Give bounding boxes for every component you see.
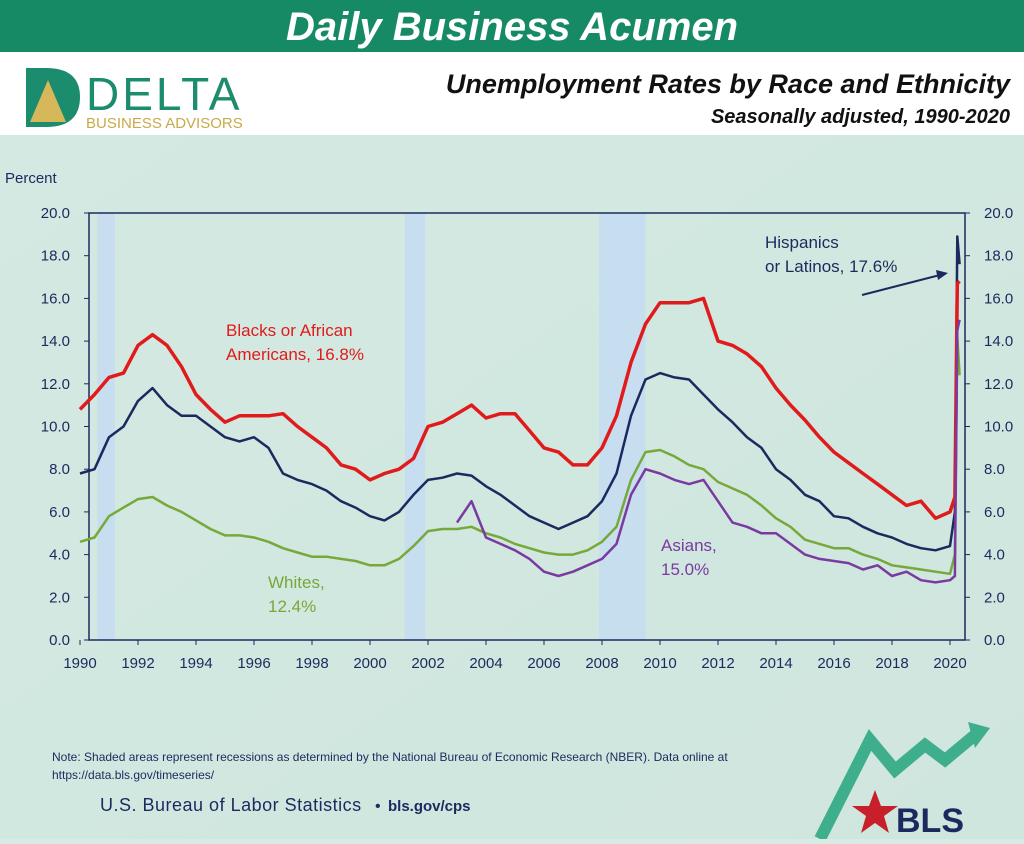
series-label: 12.4% xyxy=(268,597,316,616)
series-line-whites xyxy=(79,335,961,576)
y-tick-label-right: 16.0 xyxy=(984,290,1013,307)
y-tick-label: 2.0 xyxy=(49,589,70,606)
series-label: Asians, xyxy=(661,536,717,555)
y-tick-label: 10.0 xyxy=(41,419,70,436)
background xyxy=(0,135,1024,839)
x-tick-label: 2002 xyxy=(411,655,444,672)
y-tick-label: 18.0 xyxy=(41,248,70,265)
delta-logo: DELTA BUSINESS ADVISORS xyxy=(26,68,243,132)
y-axis-label: Percent xyxy=(5,170,58,187)
y-tick-label-right: 4.0 xyxy=(984,547,1005,564)
series-line-hispanics xyxy=(79,235,961,552)
source-url[interactable]: bls.gov/cps xyxy=(388,798,471,815)
x-tick-label: 1990 xyxy=(63,655,96,672)
x-tick-label: 2018 xyxy=(875,655,908,672)
series-label: Whites, xyxy=(268,573,325,592)
source-separator: • xyxy=(375,798,381,815)
note-line-1: Note: Shaded areas represent recessions … xyxy=(52,750,728,764)
x-tick-label: 2016 xyxy=(817,655,850,672)
chart-title: Unemployment Rates by Race and Ethnicity xyxy=(446,69,1012,99)
x-tick-label: 1998 xyxy=(295,655,328,672)
logo-tagline: BUSINESS ADVISORS xyxy=(86,115,243,132)
y-tick-label-right: 12.0 xyxy=(984,376,1013,393)
y-tick-label: 14.0 xyxy=(41,333,70,350)
y-tick-label-right: 0.0 xyxy=(984,632,1005,649)
y-tick-label: 4.0 xyxy=(49,547,70,564)
y-tick-label: 16.0 xyxy=(41,290,70,307)
chart-subtitle: Seasonally adjusted, 1990-2020 xyxy=(711,106,1010,128)
bls-logo-text: BLS xyxy=(896,802,964,839)
y-tick-label-right: 8.0 xyxy=(984,461,1005,478)
star-icon xyxy=(852,790,898,833)
x-tick-label: 1992 xyxy=(121,655,154,672)
y-tick-label: 0.0 xyxy=(49,632,70,649)
series-line-asians xyxy=(455,319,961,584)
recession-band xyxy=(599,213,646,640)
x-tick-label: 2010 xyxy=(643,655,676,672)
y-tick-label-right: 2.0 xyxy=(984,589,1005,606)
series-label: or Latinos, 17.6% xyxy=(765,257,897,276)
x-tick-label: 2020 xyxy=(933,655,966,672)
y-tick-label: 20.0 xyxy=(41,205,70,222)
y-tick-label-right: 6.0 xyxy=(984,504,1005,521)
trend-arrowhead-icon xyxy=(968,722,990,748)
banner xyxy=(0,0,1024,52)
y-tick-label: 12.0 xyxy=(41,376,70,393)
note-line-2[interactable]: https://data.bls.gov/timeseries/ xyxy=(52,768,215,782)
series-line-blacks xyxy=(78,280,961,521)
logo-name: DELTA xyxy=(86,68,242,120)
y-tick-label-right: 10.0 xyxy=(984,419,1013,436)
bls-logo: BLS xyxy=(814,722,990,842)
hispanic-arrow xyxy=(861,270,948,296)
recession-band xyxy=(97,213,115,640)
arrow-head-icon xyxy=(936,270,948,280)
x-tick-label: 2008 xyxy=(585,655,618,672)
x-tick-label: 1996 xyxy=(237,655,270,672)
y-tick-label: 6.0 xyxy=(49,504,70,521)
x-tick-label: 1994 xyxy=(179,655,212,672)
series-label: Blacks or African xyxy=(226,321,353,340)
arrow-line xyxy=(861,274,941,296)
x-tick-label: 2012 xyxy=(701,655,734,672)
x-tick-label: 2014 xyxy=(759,655,792,672)
y-tick-label-right: 20.0 xyxy=(984,205,1013,222)
x-tick-label: 2000 xyxy=(353,655,386,672)
series-label: 15.0% xyxy=(661,560,709,579)
trend-arrow-icon xyxy=(814,729,979,842)
series-label: Americans, 16.8% xyxy=(226,345,364,364)
y-tick-label: 8.0 xyxy=(49,461,70,478)
banner-title: Daily Business Acumen xyxy=(286,5,738,49)
x-tick-label: 2006 xyxy=(527,655,560,672)
header-bar xyxy=(0,52,1024,135)
source-name: U.S. Bureau of Labor Statistics xyxy=(100,795,362,815)
logo-triangle xyxy=(30,80,66,122)
x-tick-label: 2004 xyxy=(469,655,502,672)
recession-band xyxy=(404,213,426,640)
series-label: Hispanics xyxy=(765,233,839,252)
y-tick-label-right: 18.0 xyxy=(984,248,1013,265)
y-tick-label-right: 14.0 xyxy=(984,333,1013,350)
